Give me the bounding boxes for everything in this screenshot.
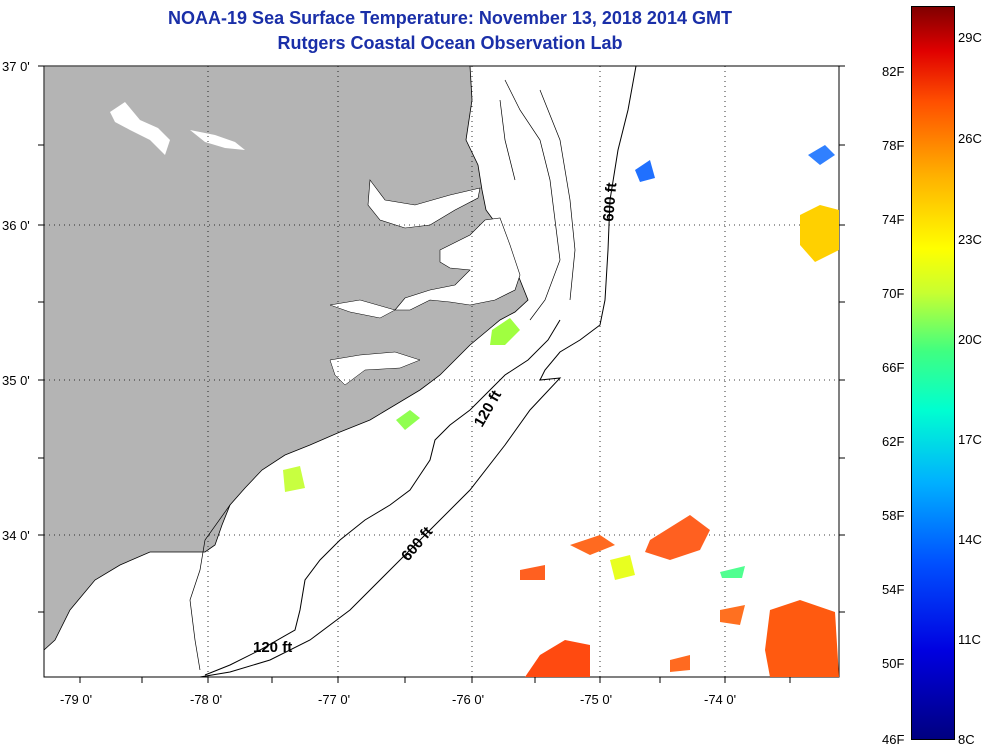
colorbar-c-23: 23C	[958, 232, 982, 247]
sst-patch-green-2	[283, 466, 305, 492]
colorbar-f-50: 50F	[882, 656, 905, 671]
colorbar-f-82: 82F	[882, 64, 905, 79]
sst-patch-yellow	[610, 555, 635, 580]
lat-label-35: 35 0'	[2, 373, 30, 388]
lon-label-75: -75 0'	[580, 692, 613, 707]
contour-label-120-south: 120 ft	[253, 639, 292, 656]
map-subtitle: Rutgers Coastal Ocean Observation Lab	[277, 33, 623, 53]
colorbar-c-29: 29C	[958, 30, 982, 45]
sst-patch-warm-mid	[645, 515, 710, 560]
lon-label-74: -74 0'	[704, 692, 737, 707]
sst-patch-ne-blue	[808, 145, 835, 165]
sst-patch-warm-4	[720, 605, 745, 625]
lon-label-78: -78 0'	[190, 692, 223, 707]
contour-label-600-north: 600 ft	[600, 182, 620, 223]
sst-patch-green-3	[396, 410, 420, 430]
sst-patch-warm-3	[520, 565, 545, 580]
axis-ticks	[38, 65, 845, 683]
sst-patch-blue	[635, 160, 655, 182]
coastal-detail	[189, 79, 576, 671]
inland-lake	[110, 102, 170, 155]
colorbar-f-46: 46F	[882, 732, 905, 747]
sst-patch-ne	[800, 205, 839, 262]
pamlico-river	[329, 299, 396, 319]
map-title: NOAA-19 Sea Surface Temperature: Novembe…	[168, 8, 732, 28]
colorbar-f-74: 74F	[882, 212, 905, 227]
lat-label-34: 34 0'	[2, 528, 30, 543]
colorbar-f-62: 62F	[882, 434, 905, 449]
temperature-colorbar	[911, 6, 955, 740]
lat-label-37: 37 0'	[2, 59, 30, 74]
sst-patches	[283, 145, 839, 677]
graticule	[44, 66, 839, 677]
sst-patch-warm-2	[570, 535, 615, 555]
lon-label-79: -79 0'	[60, 692, 93, 707]
colorbar-c-17: 17C	[958, 432, 982, 447]
sst-patch-warm-s	[525, 640, 590, 677]
sst-patch-warm-se	[765, 600, 839, 677]
lon-label-77: -77 0'	[318, 692, 351, 707]
albemarle-sound	[367, 179, 481, 229]
neuse-river	[329, 351, 421, 386]
colorbar-c-14: 14C	[958, 532, 982, 547]
colorbar-c-26: 26C	[958, 131, 982, 146]
colorbar-f-78: 78F	[882, 138, 905, 153]
lat-label-36: 36 0'	[2, 218, 30, 233]
colorbar-c-8: 8C	[958, 732, 975, 747]
lon-label-76: -76 0'	[452, 692, 485, 707]
sst-patch-green-1	[490, 318, 520, 345]
pamlico-sound	[394, 217, 521, 311]
colorbar-c-11: 11C	[958, 632, 981, 647]
colorbar-f-54: 54F	[882, 582, 905, 597]
sst-patch-green-4	[720, 566, 745, 578]
inland-lake-2	[190, 130, 245, 150]
sst-patch-warm-5	[670, 655, 690, 672]
colorbar-c-20: 20C	[958, 332, 982, 347]
colorbar-f-58: 58F	[882, 508, 905, 523]
colorbar-f-70: 70F	[882, 286, 905, 301]
colorbar-f-66: 66F	[882, 360, 905, 375]
